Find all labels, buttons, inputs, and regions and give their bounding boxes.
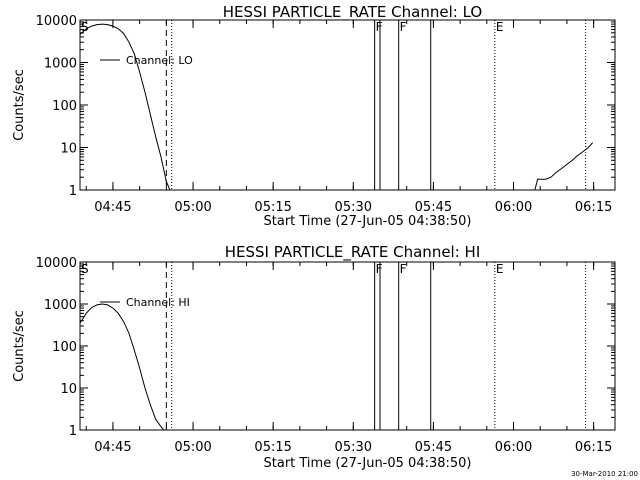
x-tick-label: 04:45 — [94, 440, 131, 455]
x-tick-label: 04:45 — [94, 200, 131, 215]
chart-title: HESSI PARTICLE_RATE Channel: LO — [223, 3, 482, 22]
x-tick-label: 05:30 — [335, 200, 372, 215]
y-tick-label: 100 — [52, 340, 77, 355]
series-line-segment — [534, 142, 594, 191]
marker-label: F — [376, 20, 383, 34]
x-tick-label: 05:00 — [174, 200, 211, 215]
marker-label: F — [400, 262, 407, 276]
x-tick-label: 05:15 — [254, 200, 291, 215]
series-line-segment — [79, 23, 171, 191]
y-tick-label: 1000 — [44, 298, 77, 313]
marker-label: S — [81, 20, 89, 34]
y-axis-label: Counts/sec — [12, 69, 27, 141]
x-tick-label: 05:45 — [415, 200, 452, 215]
footer-timestamp: 30-Mar-2010 21:00 — [571, 470, 638, 478]
y-tick-label: 1 — [69, 424, 77, 439]
x-tick-label: 05:00 — [174, 440, 211, 455]
x-axis-label: Start Time (27-Jun-05 04:38:50) — [264, 456, 472, 471]
series-line-segment — [79, 303, 165, 431]
plot-frame — [79, 19, 616, 191]
chart-title: HESSI PARTICLE_RATE Channel: HI — [225, 243, 481, 262]
marker-label: F — [400, 20, 407, 34]
chart-panel-2: HESSI PARTICLE_RATE Channel: HI Start Tim… — [12, 243, 616, 471]
x-axis-label: Start Time (27-Jun-05 04:38:50) — [264, 214, 472, 229]
y-tick-label: 10 — [60, 142, 77, 157]
x-tick-label: 05:15 — [254, 440, 291, 455]
y-tick-label: 10000 — [36, 256, 77, 271]
y-tick-label: 100 — [52, 99, 77, 114]
marker-label: S — [81, 262, 89, 276]
plot-frame — [79, 261, 616, 431]
y-tick-label: 10000 — [36, 14, 77, 29]
x-tick-label: 05:45 — [415, 440, 452, 455]
x-tick-label: 06:15 — [575, 440, 612, 455]
y-tick-label: 1 — [69, 184, 77, 199]
marker-label: F — [376, 262, 383, 276]
marker-label: E — [496, 262, 504, 276]
y-tick-label: 1000 — [44, 57, 77, 72]
y-tick-label: 10 — [60, 382, 77, 397]
chart-panel-1: HESSI PARTICLE_RATE Channel: LO Start Tim… — [12, 3, 616, 229]
x-tick-label: 06:15 — [575, 200, 612, 215]
x-tick-label: 06:00 — [495, 440, 532, 455]
x-tick-label: 06:00 — [495, 200, 532, 215]
legend-entry: Channel: HI — [126, 296, 190, 309]
marker-label: E — [496, 20, 504, 34]
legend-entry: Channel: LO — [126, 54, 193, 67]
y-axis-label: Counts/sec — [12, 310, 27, 382]
x-tick-label: 05:30 — [335, 440, 372, 455]
